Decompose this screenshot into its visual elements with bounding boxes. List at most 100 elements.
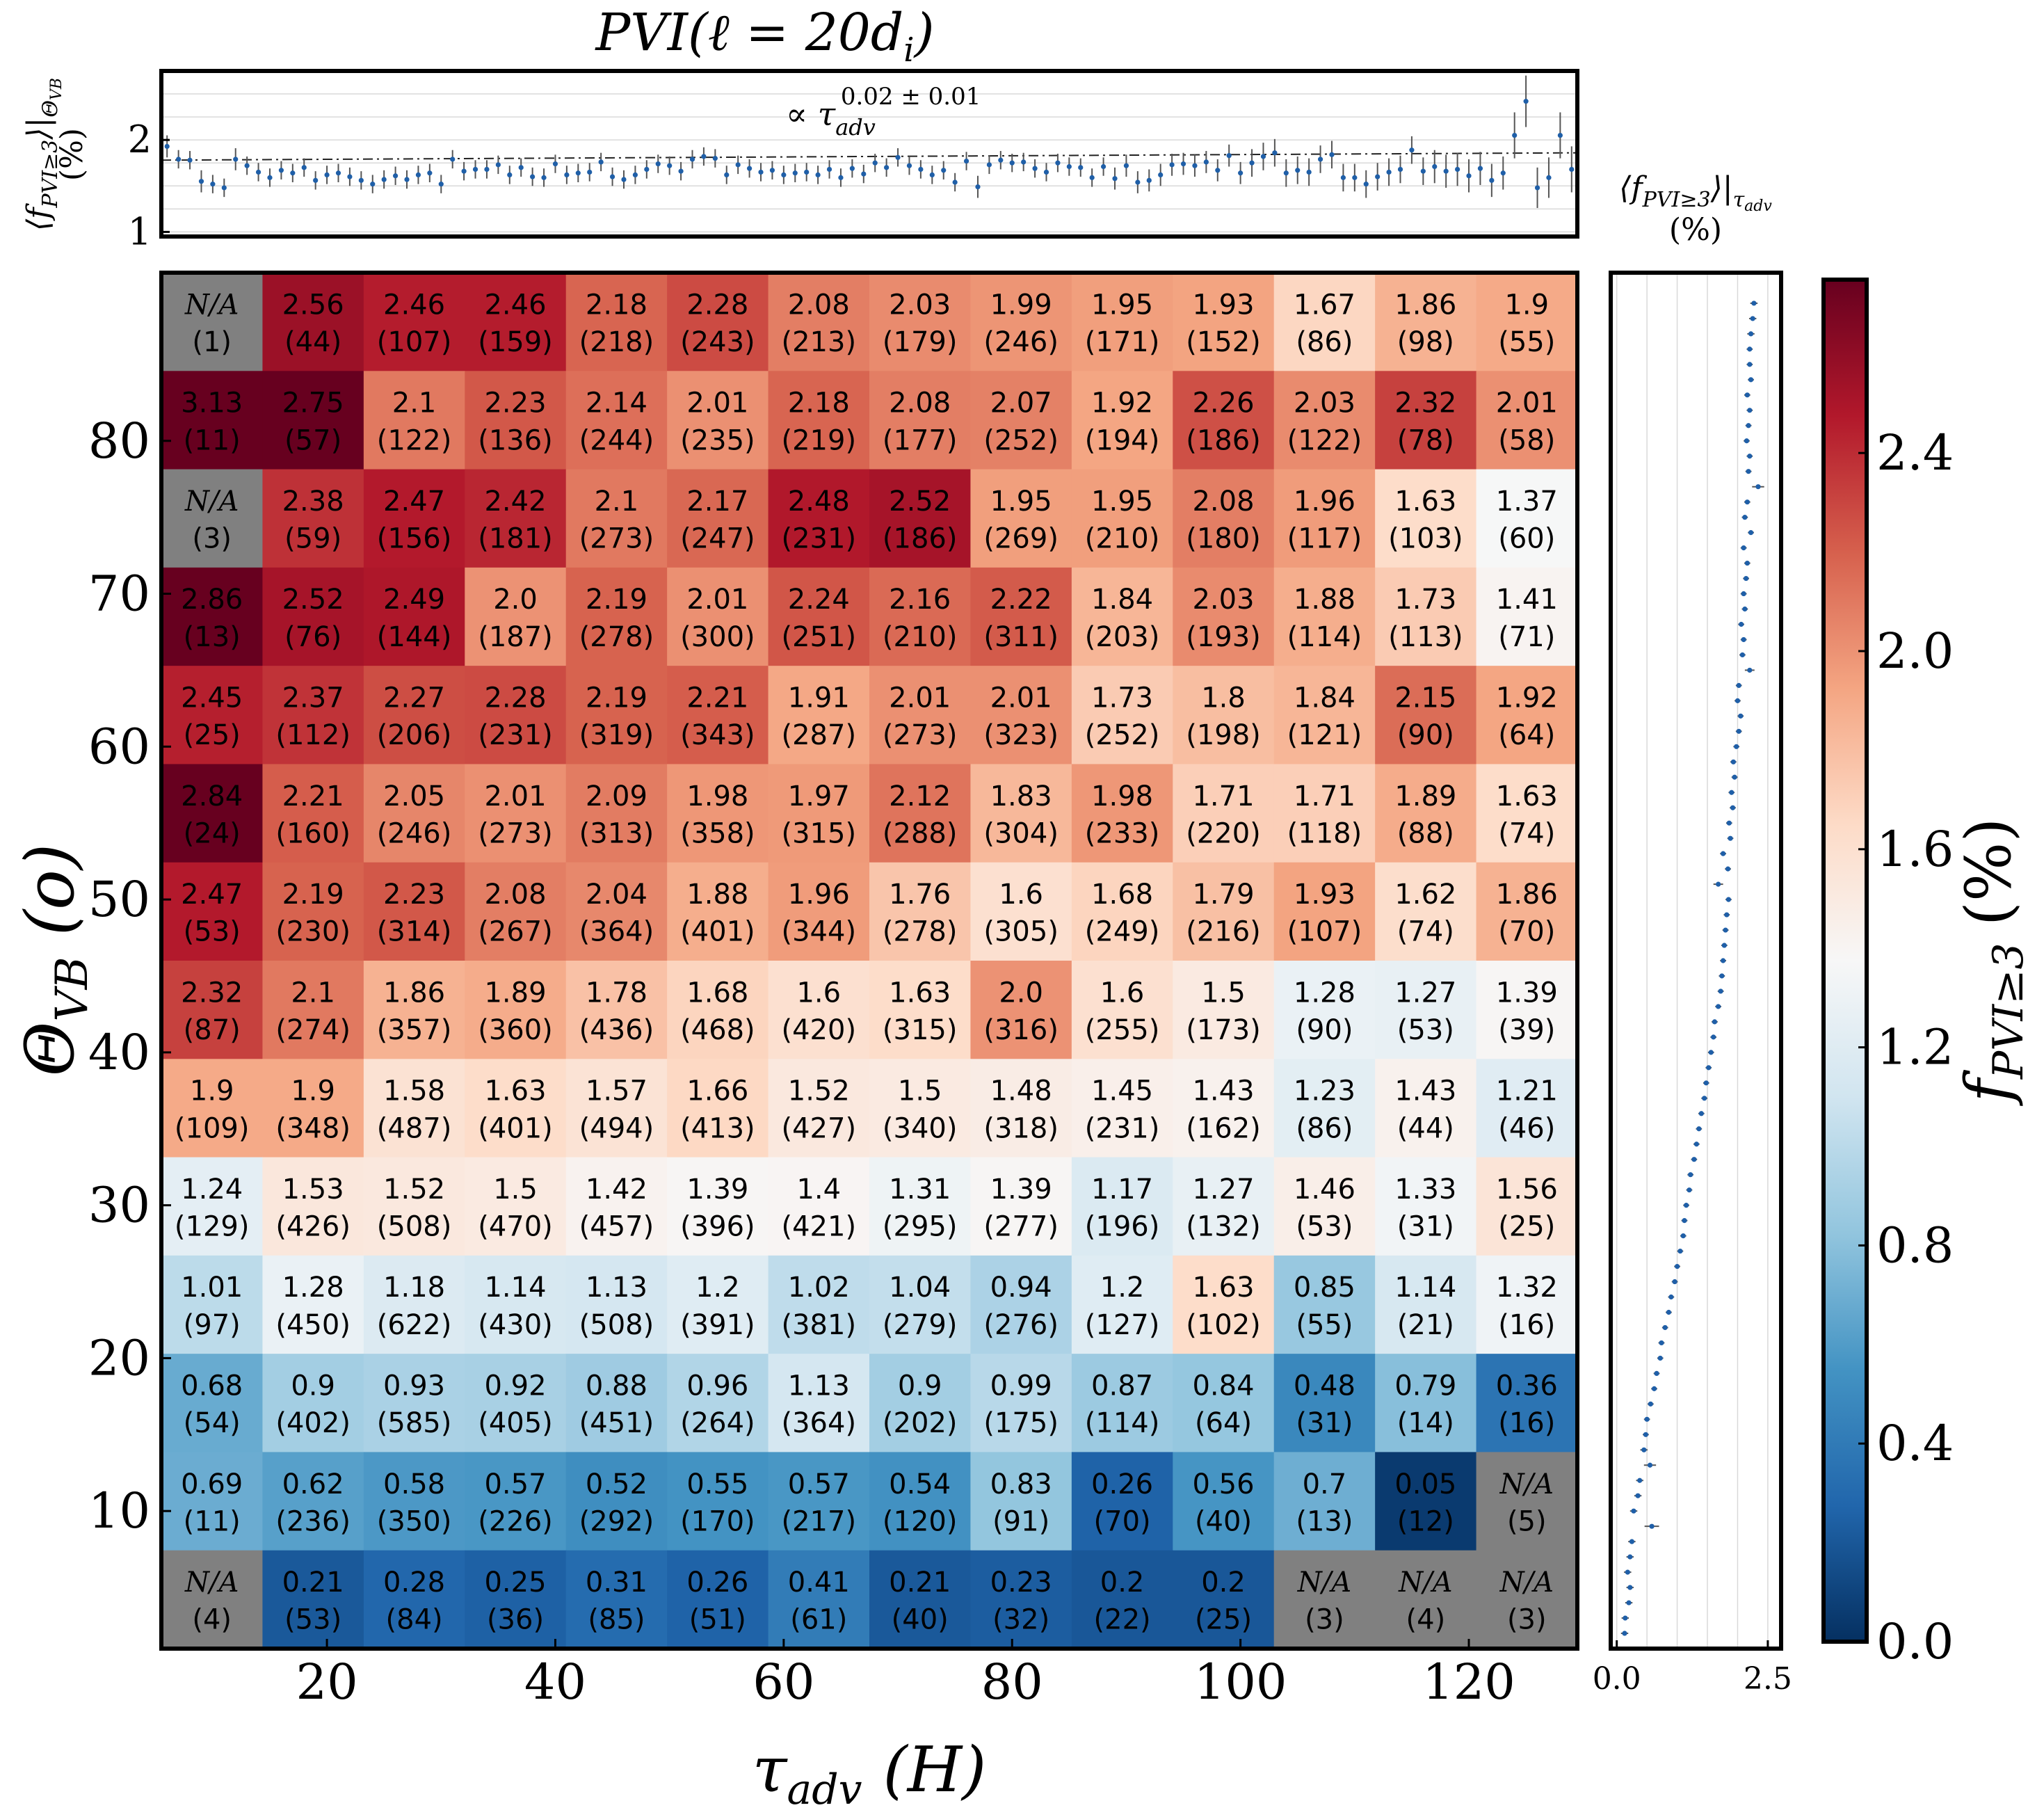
top-point: [1066, 163, 1072, 170]
cell-value: 0.94: [990, 1272, 1052, 1304]
right-point: [1716, 881, 1721, 887]
top-point: [1397, 166, 1403, 173]
cell-value: N/A: [184, 1567, 239, 1599]
heatmap-cell: [1476, 371, 1578, 470]
cell-value: 2.21: [686, 682, 748, 714]
top-panel-points: [164, 75, 1575, 209]
cell-value: 0.52: [586, 1468, 647, 1500]
cell-count: (246): [983, 326, 1059, 358]
right-point: [1747, 346, 1753, 352]
x-tick-label: 40: [524, 1653, 586, 1711]
heatmap-cell: [1173, 1157, 1275, 1256]
heatmap-cell: [1375, 961, 1477, 1059]
top-point: [1534, 185, 1540, 191]
cell-count: (288): [883, 817, 958, 849]
cell-count: (264): [680, 1407, 755, 1439]
colorbar-tick-label: 0.4: [1876, 1415, 1954, 1472]
cell-value: 2.46: [484, 289, 546, 321]
heatmap-cell: [1476, 567, 1578, 666]
cell-value: 2.23: [383, 879, 445, 911]
right-point: [1730, 759, 1736, 764]
top-point: [347, 174, 353, 179]
cell-count: (107): [377, 326, 452, 358]
heatmap-cell: [161, 371, 264, 470]
heatmap-cell: [565, 1255, 668, 1354]
cell-value: 1.56: [1496, 1174, 1558, 1206]
cell-count: (319): [579, 719, 654, 751]
heatmap-cell: [768, 567, 870, 666]
y-tick-label: 40: [88, 1024, 150, 1081]
top-point: [1238, 170, 1244, 176]
cell-count: (129): [175, 1211, 250, 1243]
top-point: [667, 163, 673, 168]
heatmap-cell: [1173, 961, 1275, 1059]
heatmap-cell: [1273, 764, 1376, 863]
cell-count: (25): [184, 719, 241, 751]
right-point: [1744, 438, 1750, 444]
heatmap-cell: [667, 469, 769, 568]
right-point: [1738, 713, 1744, 719]
top-panel-grid: [161, 93, 1577, 233]
cell-count: (102): [1186, 1309, 1261, 1341]
cell-value: 1.88: [686, 879, 748, 911]
x-tick-label: 80: [981, 1653, 1043, 1711]
heatmap-cell: [768, 764, 870, 863]
cell-count: (114): [1287, 621, 1362, 653]
top-point: [1135, 179, 1141, 185]
heatmap-cell: [565, 764, 668, 863]
heatmap-cell: [1173, 1354, 1275, 1453]
heatmap-cell: [768, 1550, 870, 1649]
top-point: [746, 166, 753, 171]
heatmap-cell: [1375, 1157, 1477, 1256]
cell-value: 2.49: [383, 584, 445, 616]
colorbar-tick-label: 2.4: [1876, 424, 1954, 481]
cell-count: (246): [377, 817, 452, 849]
heatmap-cell: [869, 371, 972, 470]
right-point: [1647, 1462, 1653, 1468]
heatmap-cell: [768, 1452, 870, 1551]
top-point: [415, 172, 421, 178]
top-point: [963, 158, 969, 164]
cell-count: (217): [782, 1505, 857, 1537]
top-point: [655, 161, 661, 167]
right-point: [1698, 1111, 1704, 1116]
heatmap-cell: [970, 666, 1072, 765]
top-panel-frame: [159, 69, 1579, 239]
cell-value: 0.69: [181, 1468, 243, 1500]
top-point: [1477, 166, 1483, 171]
heatmap-cell: [970, 567, 1072, 666]
cell-value: 0.87: [1091, 1370, 1153, 1402]
heatmap-cell: [565, 1452, 668, 1551]
top-point: [884, 165, 890, 170]
cell-value: N/A: [184, 486, 239, 518]
cell-value: 1.52: [383, 1174, 445, 1206]
cell-value: 1.27: [1394, 977, 1456, 1009]
cell-count: (24): [184, 817, 241, 849]
cell-count: (323): [983, 719, 1059, 751]
heatmap-y-ticks: 10 20 30 40 50 60 70 80: [88, 413, 171, 1539]
cell-count: (278): [579, 621, 654, 653]
heatmap-cell: [667, 371, 769, 470]
heatmap-cell: [363, 371, 465, 470]
cell-count: (311): [983, 621, 1059, 653]
cell-value: 3.13: [181, 387, 243, 419]
heatmap-cell: [363, 862, 465, 961]
cell-count: (226): [478, 1505, 553, 1537]
cell-value: 2.17: [686, 486, 748, 518]
heatmap-cell: [1476, 1550, 1578, 1649]
cell-value: 2.19: [586, 584, 647, 616]
heatmap-cell: [1375, 567, 1477, 666]
heatmap-cell: [768, 1059, 870, 1158]
cell-value: 1.9: [1504, 289, 1549, 321]
cell-value: 1.63: [1192, 1272, 1254, 1304]
cell-count: (31): [1397, 1211, 1454, 1243]
cell-count: (4): [192, 1604, 232, 1636]
top-y-tick-label: 1: [128, 209, 152, 253]
heatmap-cell: [1476, 764, 1578, 863]
cell-count: (396): [680, 1211, 755, 1243]
cell-count: (187): [478, 621, 553, 653]
top-point: [370, 182, 376, 187]
heatmap-cell: [768, 273, 870, 371]
cell-count: (420): [782, 1014, 857, 1046]
heatmap-cell: [1273, 1452, 1376, 1551]
